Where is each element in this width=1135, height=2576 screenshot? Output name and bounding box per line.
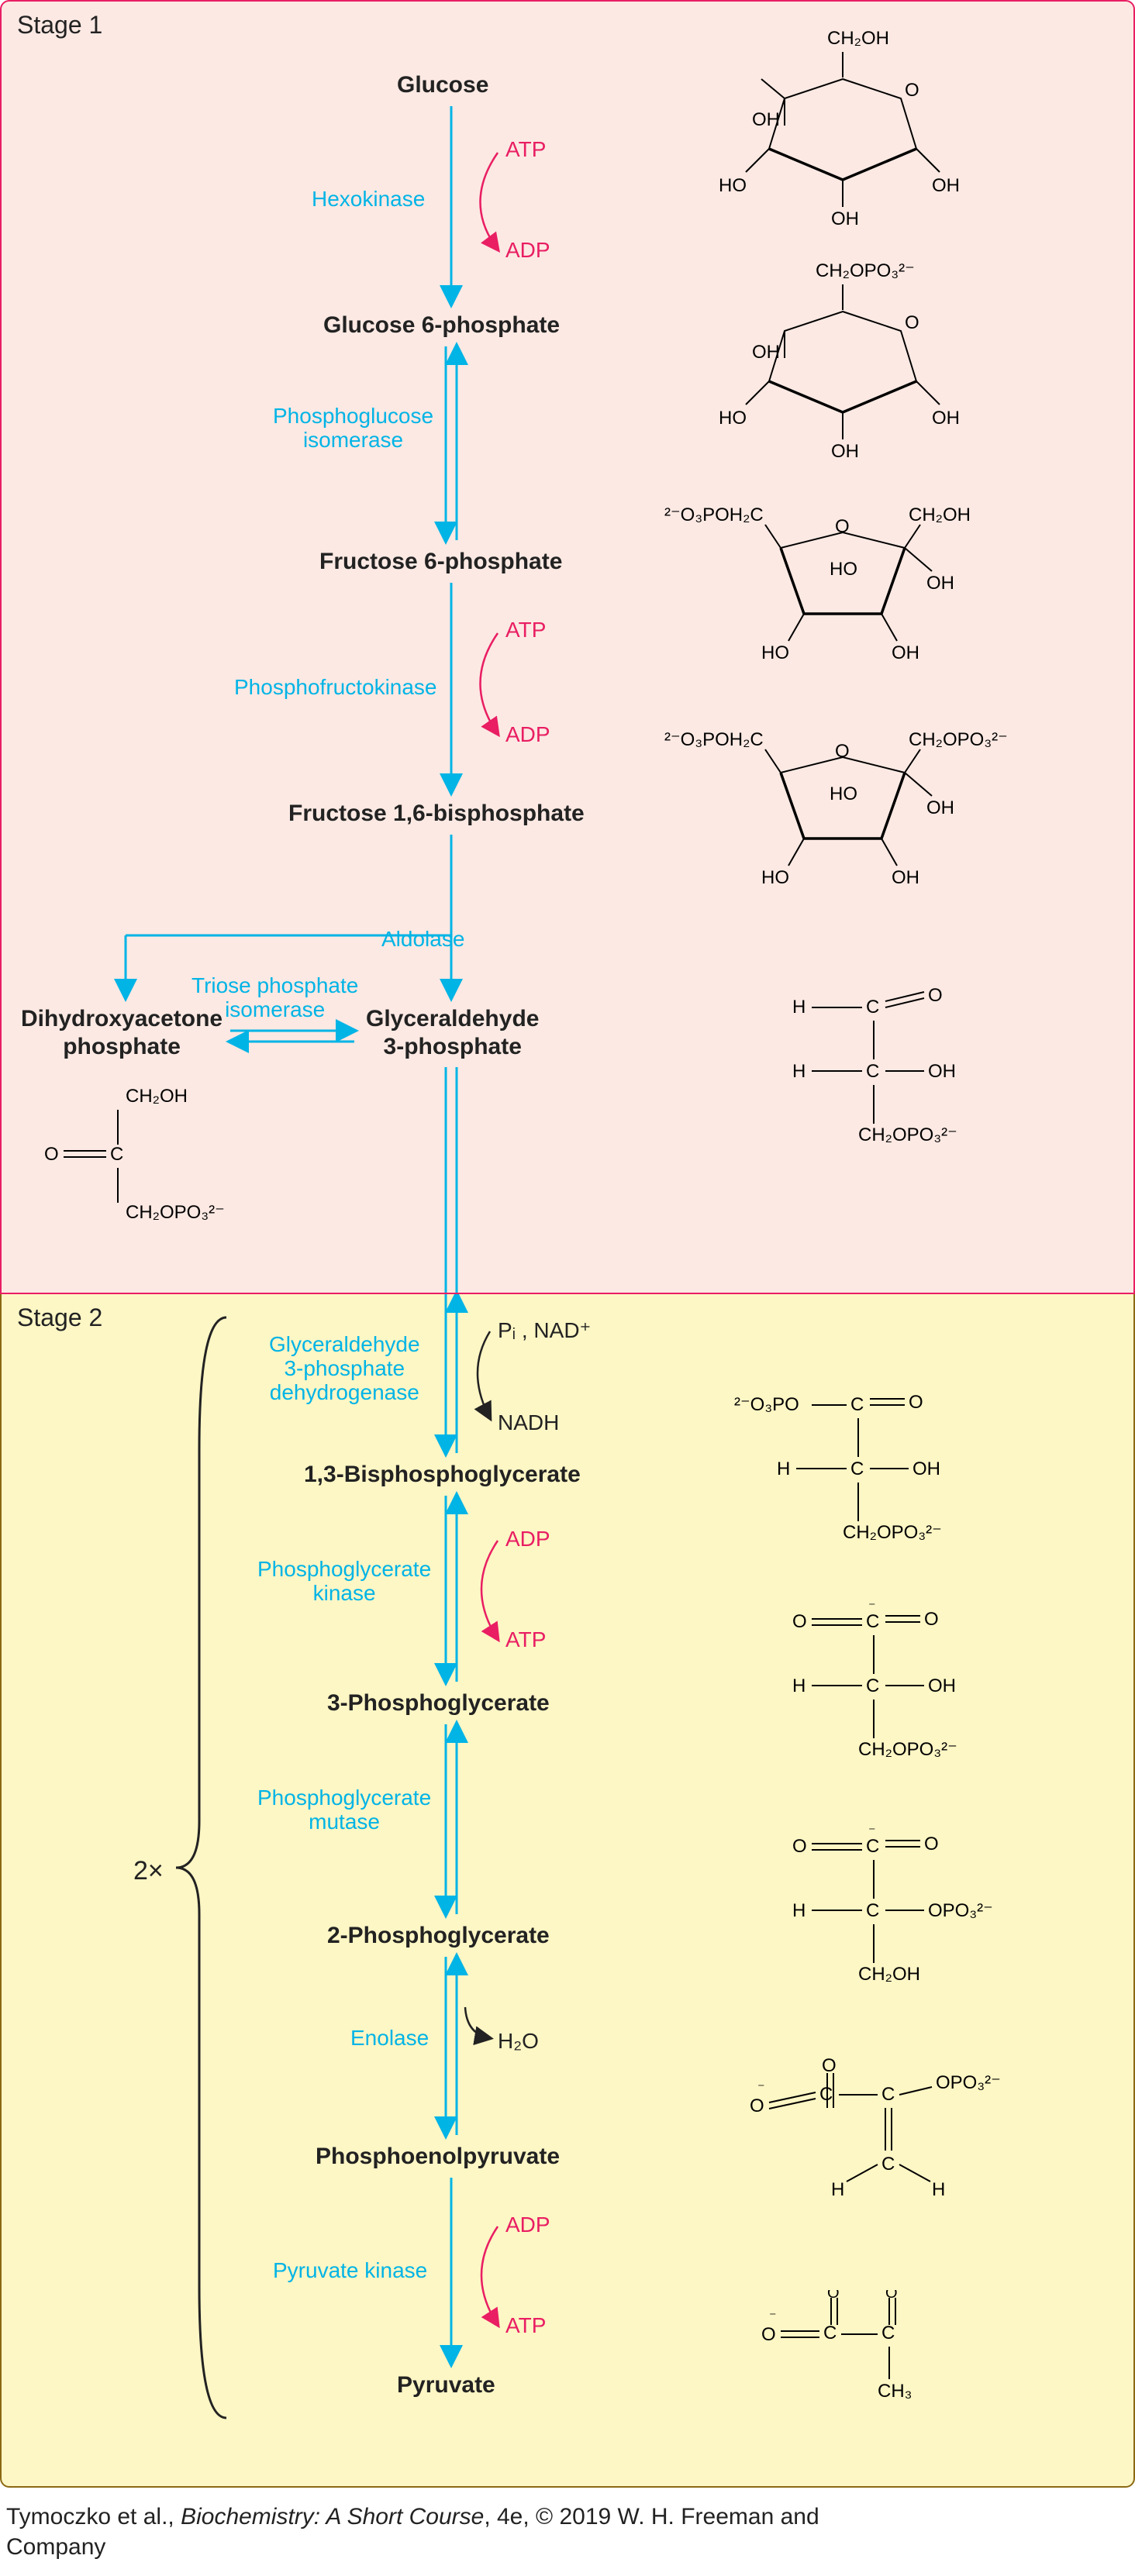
svg-text:CH₂OPO₃²⁻: CH₂OPO₃²⁻ xyxy=(816,260,915,281)
svg-text:²⁻O₃PO: ²⁻O₃PO xyxy=(734,1394,799,1415)
svg-text:O: O xyxy=(750,2096,764,2116)
svg-text:HO: HO xyxy=(830,783,857,804)
structure-pyruvate: ⁻ O C O C O CH₃ xyxy=(742,2290,975,2419)
structure-dhap: CH₂OH O C CH₂OPO₃²⁻ xyxy=(40,1079,250,1239)
svg-text:C: C xyxy=(866,997,879,1018)
structure-f16bp: ²⁻O₃POH₂C CH₂OPO₃²⁻ O HO OH HO OH xyxy=(661,722,1095,945)
svg-text:C: C xyxy=(881,2323,895,2344)
svg-text:HO: HO xyxy=(719,175,747,196)
svg-text:H: H xyxy=(792,1675,806,1696)
svg-text:OH: OH xyxy=(752,109,780,130)
citation-text2: , 4e, © 2019 W. H. Freeman and xyxy=(484,2504,819,2530)
svg-text:CH₂OPO₃²⁻: CH₂OPO₃²⁻ xyxy=(126,1202,225,1223)
svg-text:H: H xyxy=(792,1061,806,1082)
svg-text:O: O xyxy=(905,312,919,333)
citation-italic: Biochemistry: A Short Course xyxy=(181,2504,484,2530)
svg-text:CH₂OH: CH₂OH xyxy=(126,1086,188,1107)
svg-text:CH₂OPO₃²⁻: CH₂OPO₃²⁻ xyxy=(909,729,1008,750)
svg-text:C: C xyxy=(823,2323,837,2344)
svg-text:C: C xyxy=(866,1061,879,1082)
svg-text:CH₂OPO₃²⁻: CH₂OPO₃²⁻ xyxy=(858,1124,957,1145)
svg-text:OH: OH xyxy=(926,573,954,594)
structure-13bpg: ²⁻O₃PO C O H C OH CH₂OPO₃²⁻ xyxy=(730,1383,1025,1567)
svg-text:OH: OH xyxy=(928,1061,956,1082)
svg-text:OH: OH xyxy=(892,642,919,663)
svg-text:²⁻O₃POH₂C: ²⁻O₃POH₂C xyxy=(664,505,764,525)
svg-text:HO: HO xyxy=(761,642,789,663)
svg-text:C: C xyxy=(866,1900,879,1921)
svg-text:⁻: ⁻ xyxy=(769,2309,777,2324)
svg-text:CH₃: CH₃ xyxy=(878,2381,912,2402)
svg-text:OH: OH xyxy=(892,867,919,888)
structure-pep: ⁻ O C C OPO₃²⁻ O C H H xyxy=(730,2050,1040,2233)
svg-text:OH: OH xyxy=(932,175,960,196)
svg-text:OH: OH xyxy=(932,408,960,429)
svg-text:C: C xyxy=(866,1675,879,1696)
svg-text:H: H xyxy=(792,1900,806,1921)
svg-text:⁻: ⁻ xyxy=(757,2080,765,2096)
svg-text:O: O xyxy=(905,80,919,101)
svg-text:OPO₃²⁻: OPO₃²⁻ xyxy=(936,2072,1001,2093)
svg-text:CH₂OPO₃²⁻: CH₂OPO₃²⁻ xyxy=(858,1739,957,1760)
diagram-container: Stage 1 Glucose Glucose 6-phosphate Fruc… xyxy=(0,0,1135,2576)
svg-text:C: C xyxy=(881,2084,895,2105)
stage1-box: Stage 1 Glucose Glucose 6-phosphate Fruc… xyxy=(0,0,1135,1294)
svg-text:CH₂OH: CH₂OH xyxy=(827,28,889,49)
svg-text:CH₂OH: CH₂OH xyxy=(858,1964,920,1985)
svg-text:O: O xyxy=(761,2324,776,2345)
svg-text:O: O xyxy=(928,986,943,1006)
svg-text:⁻: ⁻ xyxy=(868,1825,876,1839)
svg-text:H: H xyxy=(777,1458,790,1479)
svg-text:HO: HO xyxy=(719,408,747,429)
svg-text:O: O xyxy=(835,741,850,762)
svg-text:CH₂OPO₃²⁻: CH₂OPO₃²⁻ xyxy=(843,1522,942,1543)
svg-text:OH: OH xyxy=(926,797,954,818)
svg-text:O: O xyxy=(792,1836,807,1857)
svg-text:O: O xyxy=(924,1834,939,1855)
svg-text:²⁻O₃POH₂C: ²⁻O₃POH₂C xyxy=(664,729,764,750)
svg-text:C: C xyxy=(866,1611,879,1632)
structure-g6p: CH₂OPO₃²⁻ O OH OH HO OH xyxy=(715,257,978,480)
structure-glucose: CH₂OH O OH OH HO OH xyxy=(715,25,963,247)
svg-text:OH: OH xyxy=(831,208,859,229)
svg-text:OH: OH xyxy=(912,1458,940,1479)
citation-text3: Company xyxy=(6,2534,105,2560)
svg-text:OH: OH xyxy=(831,441,859,462)
svg-text:OPO₃²⁻: OPO₃²⁻ xyxy=(928,1900,993,1921)
svg-text:C: C xyxy=(866,1836,879,1857)
structure-f6p: ²⁻O₃POH₂C CH₂OH O HO OH HO OH xyxy=(661,498,1033,720)
svg-text:H: H xyxy=(792,997,806,1018)
svg-text:O: O xyxy=(792,1611,807,1632)
citation: Tymoczko et al., Biochemistry: A Short C… xyxy=(0,2488,1135,2576)
stage2-box: Stage 2 1,3-Bisphosphoglycerate 3-Phosph… xyxy=(0,1294,1135,2488)
svg-text:HO: HO xyxy=(830,559,857,580)
svg-text:O: O xyxy=(924,1609,939,1630)
svg-text:C: C xyxy=(110,1144,123,1165)
svg-text:O: O xyxy=(44,1144,59,1165)
svg-text:O: O xyxy=(822,2055,837,2076)
svg-text:CH₂OH: CH₂OH xyxy=(909,505,971,525)
structure-2pg: O C ⁻ O H C OPO₃²⁻ CH₂OH xyxy=(746,1825,1040,2009)
svg-text:⁻: ⁻ xyxy=(868,1600,876,1614)
svg-text:OH: OH xyxy=(928,1675,956,1696)
svg-text:C: C xyxy=(850,1458,864,1479)
svg-text:C: C xyxy=(819,2084,833,2105)
svg-text:H: H xyxy=(932,2179,945,2200)
svg-text:C: C xyxy=(881,2154,895,2175)
svg-text:OH: OH xyxy=(752,342,780,363)
svg-text:C: C xyxy=(850,1394,864,1415)
svg-text:O: O xyxy=(827,2290,840,2302)
svg-text:O: O xyxy=(885,2290,898,2302)
svg-text:H: H xyxy=(831,2179,844,2200)
structure-3pg: O C ⁻ O H C OH CH₂OPO₃²⁻ xyxy=(746,1600,1025,1784)
citation-text1: Tymoczko et al., xyxy=(6,2504,181,2530)
svg-text:HO: HO xyxy=(761,867,789,888)
structure-g3p-linear: H C O H C OH CH₂OPO₃²⁻ xyxy=(746,986,1009,1169)
svg-text:O: O xyxy=(835,516,850,537)
svg-text:O: O xyxy=(909,1392,923,1413)
